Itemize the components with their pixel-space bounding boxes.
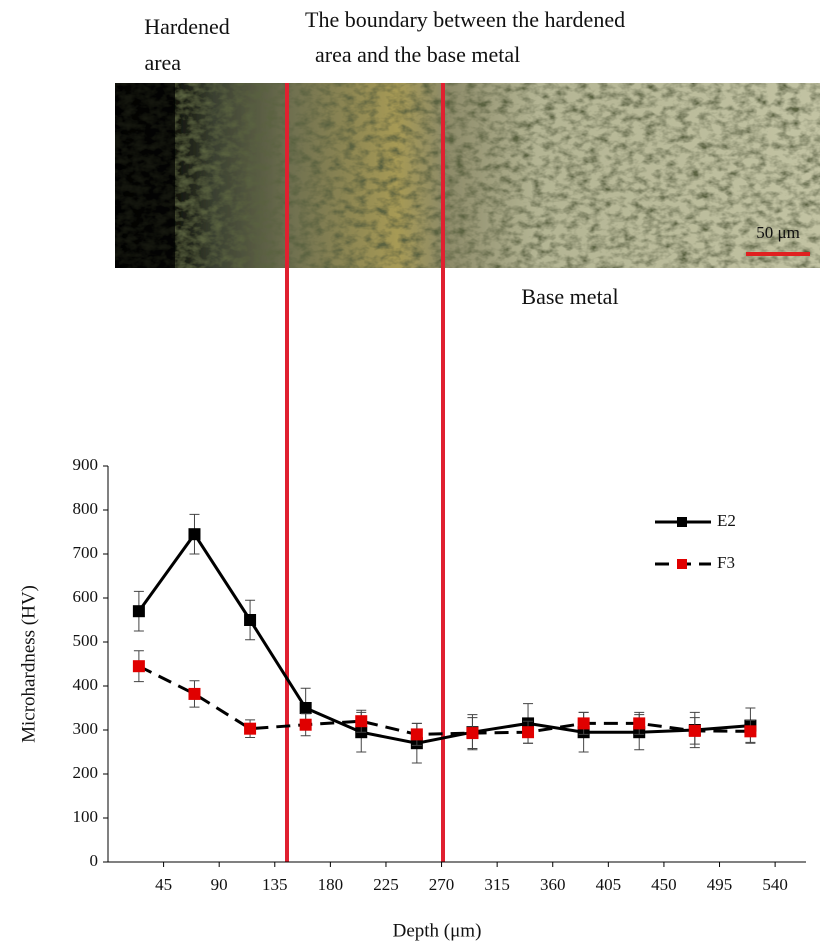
y-tick-label: 700 (73, 543, 99, 562)
x-tick-label: 360 (540, 875, 566, 894)
x-tick-label: 270 (429, 875, 455, 894)
marker (522, 726, 535, 739)
y-tick-label: 100 (73, 807, 99, 826)
marker (577, 717, 590, 730)
micrograph-dark-edge (115, 83, 175, 268)
label-base-metal: Base metal (521, 284, 618, 309)
label-boundary: The boundary between the hardened (305, 7, 625, 32)
legend-label: F3 (717, 553, 735, 572)
marker (688, 724, 701, 737)
marker (132, 605, 145, 618)
legend-marker (677, 517, 687, 527)
micrograph-image (115, 83, 820, 268)
marker (188, 528, 201, 541)
chart: 0 100 200 300 400 500 600 700 800 900 45 90 135 180 22… (18, 455, 806, 941)
label-boundary: area and the base metal (315, 42, 520, 67)
y-tick-label: 300 (73, 719, 99, 738)
series-line (138, 664, 751, 736)
y-tick-label: 0 (90, 851, 99, 870)
y-tick-label: 200 (73, 763, 99, 782)
marker (633, 717, 646, 730)
legend-marker (677, 559, 687, 569)
y-tick-label: 800 (73, 499, 99, 518)
y-tick-label: 400 (73, 675, 99, 694)
x-tick-label: 405 (596, 875, 622, 894)
series-line (137, 531, 751, 745)
scale-bar-label: 50 μm (756, 223, 800, 242)
y-axis-label: Microhardness (HV) (18, 585, 39, 743)
marker (744, 725, 757, 738)
x-tick-label: 90 (211, 875, 228, 894)
marker (299, 702, 312, 714)
marker (244, 722, 257, 735)
x-tick-label: 225 (373, 875, 399, 894)
x-tick-label: 135 (262, 875, 288, 894)
x-axis-label: Depth (μm) (393, 920, 482, 941)
x-tick-label: 315 (484, 875, 510, 894)
x-tick-label: 495 (707, 875, 733, 894)
x-tick-label: 540 (762, 875, 788, 894)
label-hardened: Hardened area (139, 14, 230, 75)
marker (188, 687, 201, 700)
marker (410, 728, 423, 741)
marker (132, 660, 145, 673)
marker (355, 715, 368, 728)
y-tick-label: 500 (73, 631, 99, 650)
x-tick-label: 45 (155, 875, 172, 894)
marker (299, 718, 312, 731)
legend-label: E2 (717, 511, 736, 530)
x-tick-label: 180 (318, 875, 344, 894)
marker (466, 727, 479, 740)
y-tick-label: 600 (73, 587, 99, 606)
marker (244, 614, 257, 626)
micrograph (115, 83, 820, 268)
y-tick-label: 900 (73, 455, 99, 474)
x-tick-label: 450 (651, 875, 677, 894)
